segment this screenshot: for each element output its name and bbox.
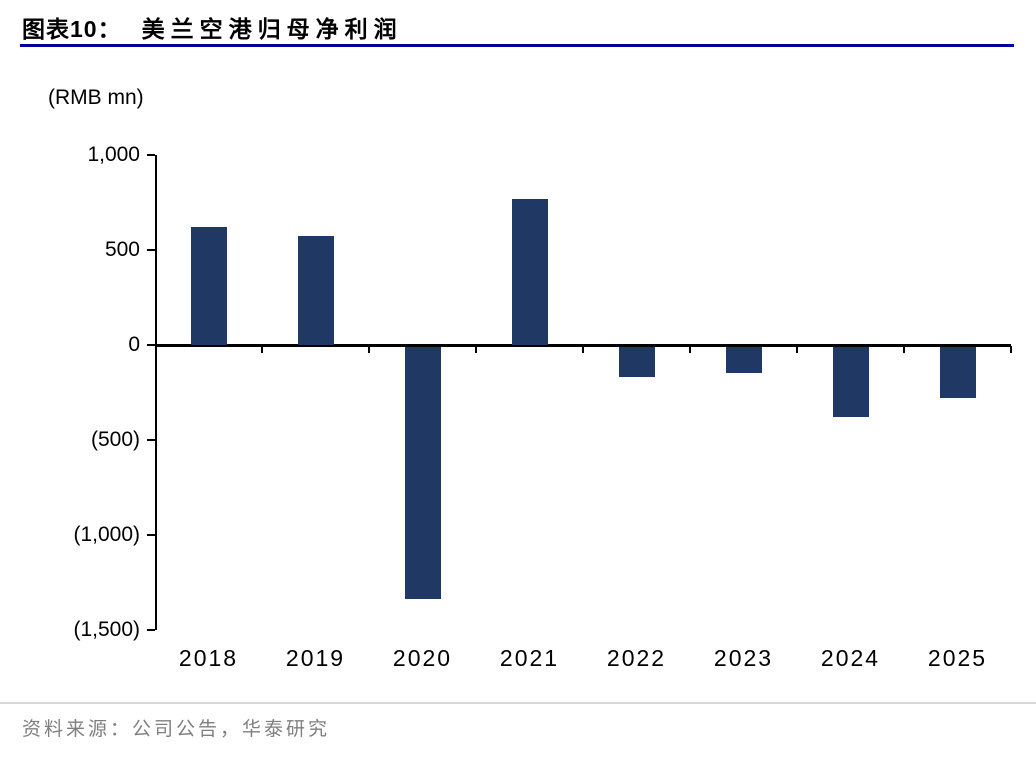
chart-title: 图表10： 美兰空港归母净利润 (22, 10, 403, 44)
bar-2021 (511, 198, 548, 345)
y-axis-unit-label: (RMB mn) (48, 86, 144, 109)
chart-title-text: 美兰空港归母净利润 (141, 17, 403, 43)
bar-2018 (190, 227, 227, 345)
x-tick-label-2019: 2019 (285, 645, 346, 671)
chart-number-label: 图表10： (22, 16, 122, 42)
x-tick-label-2022: 2022 (606, 645, 667, 671)
x-axis-tick (796, 346, 798, 353)
y-tick-label: 1,000 (87, 143, 140, 166)
x-axis-tick (1010, 346, 1012, 353)
x-axis-tick (582, 346, 584, 353)
bar-2019 (297, 235, 334, 345)
bar-2022 (618, 346, 655, 377)
bar-2020 (404, 346, 441, 600)
y-tick-label: 0 (128, 333, 140, 356)
x-axis-tick (261, 346, 263, 353)
x-axis-tick (368, 346, 370, 353)
bar-2024 (832, 346, 869, 417)
y-axis-tick (147, 154, 155, 156)
x-axis-tick (475, 346, 477, 353)
y-tick-label: (1,000) (73, 523, 140, 546)
y-axis-tick (147, 629, 155, 631)
y-tick-label: 500 (104, 238, 140, 261)
bar-2025 (939, 346, 976, 398)
x-tick-label-2023: 2023 (713, 645, 774, 671)
y-tick-label: (500) (90, 428, 140, 451)
x-axis-tick (689, 346, 691, 353)
bar-2023 (725, 346, 762, 374)
y-axis-line (155, 155, 157, 630)
y-axis-tick (147, 344, 155, 346)
x-tick-label-2021: 2021 (499, 645, 560, 671)
x-tick-label-2018: 2018 (178, 645, 239, 671)
footer-divider (0, 702, 1036, 704)
y-tick-label: (1,500) (73, 618, 140, 641)
title-underline (20, 44, 1014, 47)
y-axis-tick (147, 534, 155, 536)
y-axis-tick (147, 249, 155, 251)
x-tick-label-2025: 2025 (927, 645, 988, 671)
y-axis-tick (147, 439, 155, 441)
x-tick-label-2024: 2024 (820, 645, 881, 671)
x-axis-zero-line (155, 344, 1011, 347)
x-tick-label-2020: 2020 (392, 645, 453, 671)
source-note: 资料来源：公司公告，华泰研究 (22, 719, 331, 740)
plot-area (155, 155, 1012, 630)
x-axis-tick (903, 346, 905, 353)
